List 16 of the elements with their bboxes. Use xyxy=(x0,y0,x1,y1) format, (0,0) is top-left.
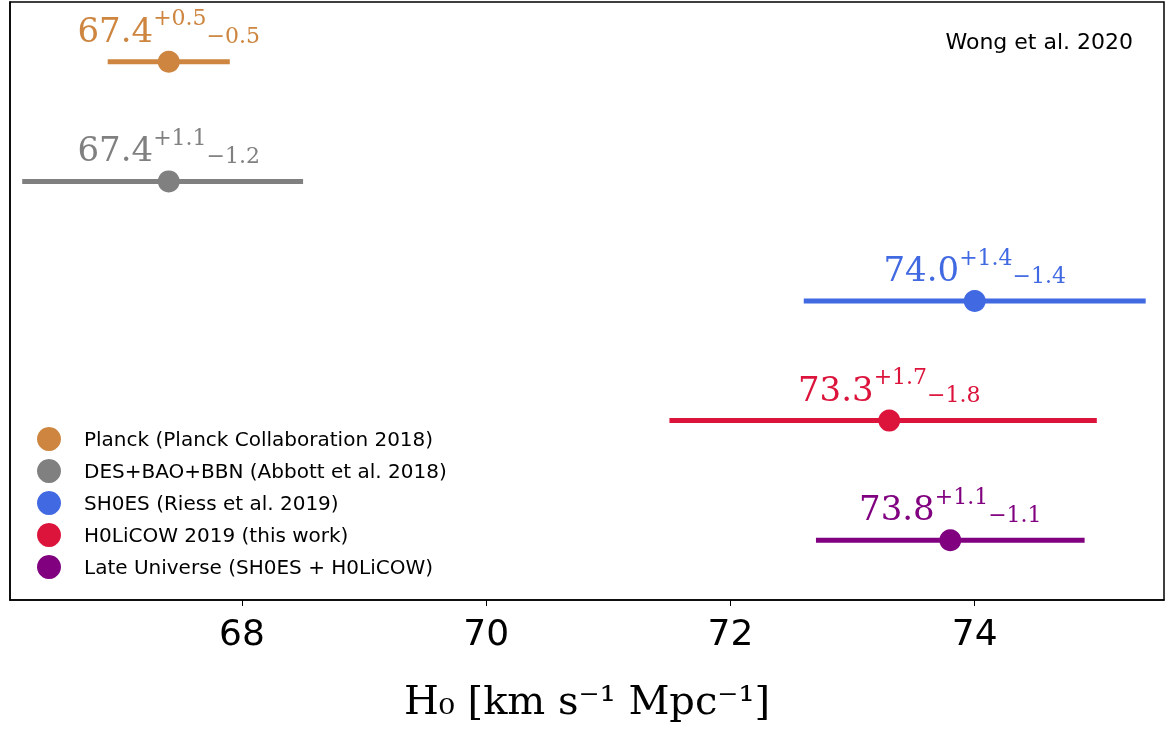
point xyxy=(157,50,180,73)
point xyxy=(878,409,901,432)
annotation: Wong et al. 2020 xyxy=(945,28,1134,54)
point xyxy=(939,529,962,552)
x-tick-label: 70 xyxy=(463,611,510,653)
point xyxy=(157,170,180,193)
x-tick-label: 74 xyxy=(951,611,998,653)
legend-label: SH0ES (Riess et al. 2019) xyxy=(84,491,339,515)
x-tick-label: 68 xyxy=(219,611,265,653)
x-tick-label: 72 xyxy=(707,611,754,653)
legend-label: H0LiCOW 2019 (this work) xyxy=(84,523,349,547)
legend-label: Planck (Planck Collaboration 2018) xyxy=(84,427,434,451)
legend-label: DES+BAO+BBN (Abbott et al. 2018) xyxy=(84,459,447,483)
x-axis-title: H₀ [km s⁻¹ Mpc⁻¹] xyxy=(403,677,771,723)
point xyxy=(963,290,986,312)
legend-label: Late Universe (SH0ES + H0LiCOW) xyxy=(84,555,434,579)
